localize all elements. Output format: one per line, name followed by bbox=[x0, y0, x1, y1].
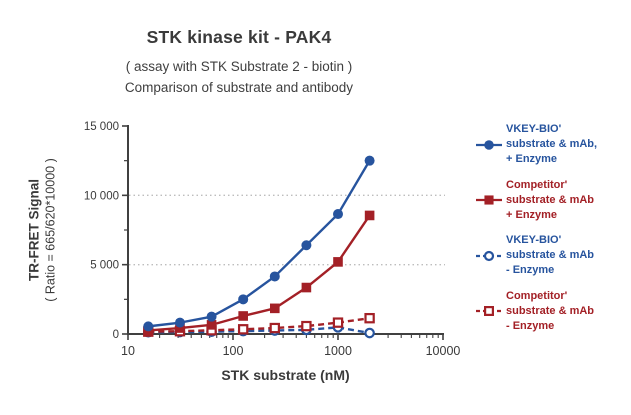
data-point-circle bbox=[364, 155, 375, 166]
x-tick-label: 1000 bbox=[324, 344, 352, 358]
data-point-square bbox=[206, 320, 217, 330]
data-point-open-square bbox=[332, 317, 344, 328]
legend-label-line: substrate & mAb bbox=[506, 193, 595, 206]
chart-title: STK kinase kit - PAK4 bbox=[146, 27, 332, 47]
legend-circle-icon bbox=[476, 139, 502, 150]
legend-label: VKEY-BIO' substrate & mAb - Enzyme bbox=[506, 233, 594, 278]
data-point-open-square bbox=[364, 312, 375, 324]
legend-label-line: substrate & mAb, bbox=[506, 138, 598, 150]
legend-item-2: VKEY-BIO' substrate & mAb - Enzyme bbox=[476, 233, 631, 278]
legend-circle-icon bbox=[476, 250, 502, 261]
data-point-square bbox=[175, 323, 185, 333]
data-point-circle bbox=[269, 271, 280, 282]
data-point-open-circle bbox=[364, 327, 375, 339]
series-line bbox=[148, 160, 371, 328]
y-tick-label: 10 000 bbox=[84, 190, 119, 202]
x-tick-label: 10 bbox=[121, 344, 135, 358]
legend-label-line: - Enzyme bbox=[506, 264, 555, 276]
y-tick-label: 0 bbox=[113, 329, 119, 341]
legend-item-0: VKEY-BIO' substrate & mAb, + Enzyme bbox=[476, 122, 631, 167]
series-1 bbox=[143, 210, 375, 336]
data-point-open-square bbox=[484, 306, 494, 316]
data-point-square bbox=[238, 311, 248, 321]
data-point-square bbox=[484, 195, 494, 205]
data-point-square bbox=[333, 257, 343, 267]
data-point-circle bbox=[238, 294, 249, 305]
data-point-open-circle bbox=[483, 250, 495, 261]
data-point-circle bbox=[174, 317, 185, 328]
legend-label-line: + Enzyme bbox=[506, 153, 558, 165]
data-point-open-square bbox=[269, 322, 280, 334]
legend-label: Competitor' substrate & mAb + Enzyme bbox=[506, 178, 594, 223]
x-axis-label: STK substrate (nM) bbox=[221, 367, 350, 383]
legend: VKEY-BIO' substrate & mAb, + Enzyme Competi… bbox=[476, 122, 631, 344]
data-point-circle bbox=[301, 240, 312, 251]
legend-label-line: VKEY-BIO' bbox=[506, 234, 562, 246]
legend-label: VKEY-BIO' substrate & mAb, + Enzyme bbox=[506, 122, 597, 167]
legend-label-line: substrate & mAb bbox=[506, 304, 595, 317]
y-axis-label-ratio: ( Ratio = 665/620*10000 ) bbox=[43, 158, 58, 302]
x-tick-label: 100 bbox=[223, 344, 244, 358]
data-point-circle bbox=[484, 139, 494, 150]
data-point-open-square bbox=[237, 324, 249, 335]
legend-label-line: VKEY-BIO' bbox=[506, 123, 562, 135]
data-point-circle bbox=[333, 209, 343, 220]
legend-label-line: - Enzyme bbox=[506, 319, 555, 332]
series-line bbox=[148, 214, 371, 332]
legend-label-line: Competitor' bbox=[506, 289, 568, 302]
legend-item-3: Competitor' substrate & mAb - Enzyme bbox=[476, 289, 631, 334]
y-tick-label: 15 000 bbox=[84, 121, 119, 133]
data-point-square bbox=[269, 303, 280, 314]
legend-label-line: Competitor' bbox=[506, 178, 568, 191]
legend-square-icon bbox=[476, 306, 502, 316]
data-point-square bbox=[364, 210, 375, 221]
y-tick-label: 5 000 bbox=[90, 260, 119, 272]
data-point-circle bbox=[206, 311, 217, 322]
legend-label: Competitor' substrate & mAb - Enzyme bbox=[506, 289, 594, 334]
data-point-open-square bbox=[301, 320, 312, 332]
data-point-circle bbox=[143, 321, 154, 332]
legend-label-line: + Enzyme bbox=[506, 208, 558, 221]
legend-square-icon bbox=[476, 195, 502, 205]
legend-item-1: Competitor' substrate & mAb + Enzyme bbox=[476, 178, 631, 223]
subtitle-line-2: Comparison of substrate and antibody bbox=[124, 80, 354, 95]
subtitle-line-1: ( assay with STK Substrate 2 - biotin ) bbox=[125, 59, 353, 74]
y-axis-label-main: TR-FRET Signal bbox=[26, 179, 42, 282]
series-0 bbox=[143, 155, 375, 332]
series-line bbox=[148, 317, 370, 333]
x-tick-label: 10000 bbox=[426, 344, 461, 358]
chart-subtitle: ( assay with STK Substrate 2 - biotin ) … bbox=[0, 56, 478, 98]
data-point-square bbox=[301, 282, 312, 293]
y-axis-label: TR-FRET Signal ( Ratio = 665/620*10000 ) bbox=[26, 158, 59, 302]
legend-label-line: substrate & mAb bbox=[506, 249, 595, 261]
